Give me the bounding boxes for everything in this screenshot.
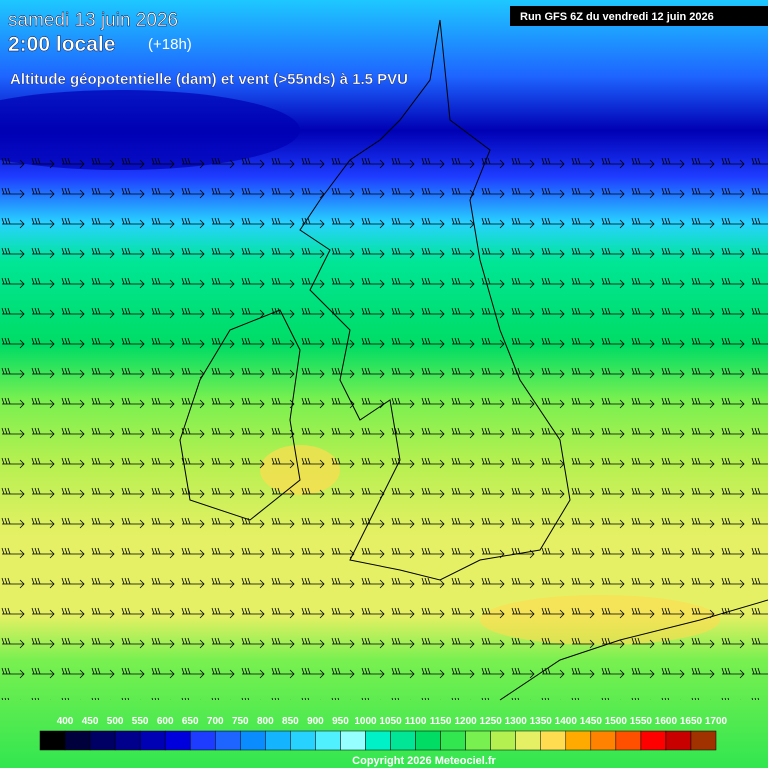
legend-label: 1250 [480, 716, 503, 727]
legend-label: 900 [307, 716, 324, 727]
legend-swatch [590, 730, 617, 751]
legend-label: 950 [332, 716, 349, 727]
legend-swatch [215, 730, 241, 751]
legend-swatch [365, 730, 391, 751]
legend-swatch [315, 730, 341, 751]
legend-label: 1350 [530, 716, 553, 727]
legend-swatch [64, 730, 91, 751]
legend-swatch [615, 730, 642, 751]
legend-label: 1700 [705, 716, 728, 727]
coastline-ireland [179, 309, 301, 521]
legend-swatch [139, 730, 166, 751]
legend-swatch [490, 730, 516, 751]
legend-swatch [290, 730, 316, 751]
legend-swatch [515, 730, 541, 751]
legend-label: 700 [207, 716, 224, 727]
date: samedi 13 juin 2026 [8, 10, 178, 31]
legend-label: 1200 [455, 716, 478, 727]
legend-label: 750 [232, 716, 249, 727]
legend-label: 600 [157, 716, 174, 727]
legend-swatch [340, 730, 366, 751]
legend-label: 1300 [505, 716, 528, 727]
legend-label: 550 [132, 716, 149, 727]
legend-swatch [114, 730, 141, 751]
copyright: Copyright 2026 Meteociel.fr [352, 755, 496, 767]
legend-swatch [189, 730, 216, 751]
legend-label: 500 [107, 716, 124, 727]
color-legend: 400 450 500 550 600 650 700 750 800 850 900 950 1000… [39, 716, 728, 751]
legend-swatch [465, 730, 491, 751]
legend-swatch [240, 730, 266, 751]
legend-swatch [164, 730, 191, 751]
legend-swatch [39, 730, 66, 751]
legend-swatch [540, 730, 567, 751]
legend-label: 1400 [555, 716, 578, 727]
legend-label: 1600 [655, 716, 678, 727]
subtitle: Altitude géopotentielle (dam) et vent (>… [10, 71, 408, 88]
legend-swatch [565, 730, 592, 751]
legend-swatch [89, 730, 116, 751]
wind-barbs [0, 140, 768, 700]
lead-time: (+18h) [148, 36, 192, 53]
legend-label: 850 [282, 716, 299, 727]
coastline-france [499, 599, 768, 701]
legend-swatch [665, 730, 692, 751]
legend-label: 1050 [379, 716, 402, 727]
legend-swatch [640, 730, 667, 751]
legend-label: 1500 [605, 716, 628, 727]
run-info: Run GFS 6Z du vendredi 12 juin 2026 [520, 11, 714, 23]
legend-swatch [390, 730, 416, 751]
legend-swatch [440, 730, 466, 751]
time: 2:00 locale [8, 33, 115, 56]
legend-swatch [690, 730, 717, 751]
legend-label: 1000 [354, 716, 377, 727]
coastline-gb [299, 19, 571, 581]
run-box [510, 6, 768, 26]
legend-label: 1550 [630, 716, 653, 727]
legend-swatch [265, 730, 291, 751]
legend-label: 1450 [580, 716, 603, 727]
legend-label: 1150 [430, 716, 452, 727]
legend-label: 650 [182, 716, 199, 727]
legend-swatch [415, 730, 441, 751]
legend-label: 400 [57, 716, 74, 727]
legend-label: 800 [257, 716, 274, 727]
legend-label: 450 [82, 716, 99, 727]
legend-label: 1100 [405, 716, 427, 727]
legend-label: 1650 [680, 716, 703, 727]
